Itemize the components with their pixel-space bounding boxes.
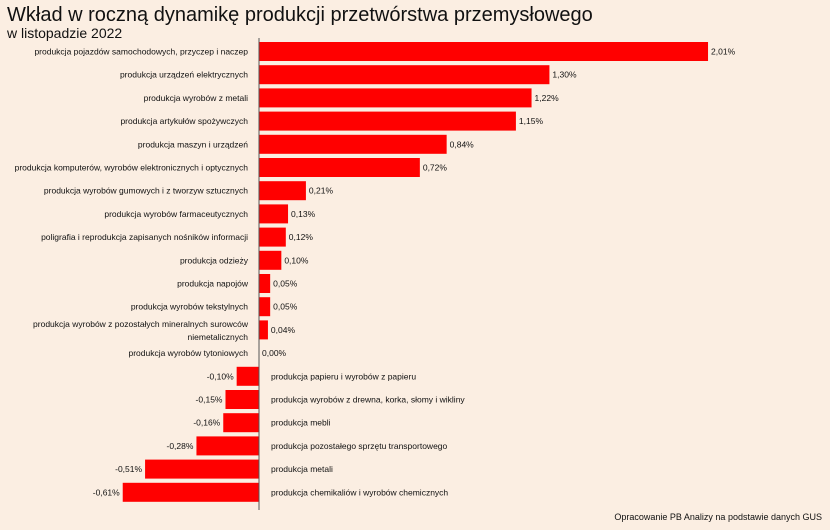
category-label-16: produkcja mebli (271, 418, 331, 428)
category-label-11: produkcja wyrobów tekstylnych (131, 302, 248, 312)
category-label-15: produkcja wyrobów z drewna, korka, słomy… (271, 395, 465, 405)
bar-9 (259, 250, 282, 270)
category-label-18: produkcja metali (271, 464, 333, 474)
category-label-19: produkcja chemikaliów i wyrobów chemiczn… (271, 487, 448, 497)
category-label-17: produkcja pozostałego sprzętu transporto… (271, 441, 448, 451)
category-label-10: produkcja napojów (177, 279, 249, 289)
value-label-9: 0,10% (284, 255, 309, 265)
value-label-2: 1,22% (535, 93, 560, 103)
value-label-4: 0,84% (450, 139, 475, 149)
category-label-0: produkcja pojazdów samochodowych, przycz… (34, 47, 248, 57)
bar-10 (259, 274, 271, 293)
bar-19 (122, 482, 259, 502)
source-note: Opracowanie PB Analizy na podstawie dany… (614, 512, 822, 522)
bar-11 (259, 297, 271, 317)
value-label-14: -0,10% (207, 371, 234, 381)
bar-17 (196, 436, 259, 456)
value-label-0: 2,01% (711, 47, 736, 57)
value-label-13: 0,00% (262, 348, 287, 358)
value-label-10: 0,05% (273, 279, 298, 289)
bar-8 (259, 227, 286, 247)
bar-1 (259, 65, 550, 85)
bar-5 (259, 158, 420, 177)
value-label-12: 0,04% (271, 325, 296, 335)
value-label-8: 0,12% (289, 232, 314, 242)
category-label-5: produkcja komputerów, wyrobów elektronic… (15, 163, 249, 173)
value-label-15: -0,15% (196, 395, 223, 405)
value-label-11: 0,05% (273, 302, 298, 312)
value-label-3: 1,15% (519, 116, 544, 126)
value-label-18: -0,51% (115, 464, 142, 474)
category-label-3: produkcja artykułów spożywczych (120, 116, 248, 126)
value-label-17: -0,28% (167, 441, 194, 451)
bar-15 (225, 390, 259, 409)
bar-0 (259, 42, 709, 61)
bar-18 (145, 459, 259, 479)
value-label-16: -0,16% (193, 418, 220, 428)
bar-2 (259, 88, 532, 108)
value-label-19: -0,61% (93, 487, 120, 497)
bar-7 (259, 204, 289, 224)
bar-4 (259, 134, 447, 154)
category-label-9: produkcja odzieży (180, 255, 249, 265)
bar-16 (223, 413, 259, 433)
value-label-1: 1,30% (552, 70, 577, 80)
bar-14 (236, 366, 259, 386)
chart-subtitle: w listopadzie 2022 (7, 25, 123, 41)
value-label-5: 0,72% (423, 163, 448, 173)
category-label-14: produkcja papieru i wyrobów z papieru (271, 371, 416, 381)
bar-6 (259, 181, 306, 201)
category-label-8: poligrafia i reprodukcja zapisanych nośn… (41, 232, 248, 242)
bar-12 (259, 320, 268, 340)
value-label-7: 0,13% (291, 209, 316, 219)
bar-3 (259, 111, 516, 131)
category-label-6: produkcja wyrobów gumowych i z tworzyw s… (44, 186, 248, 196)
chart-title: Wkład w roczną dynamikę produkcji przetw… (7, 4, 593, 26)
category-label-2: produkcja wyrobów z metali (144, 93, 249, 103)
category-label-13: produkcja wyrobów tytoniowych (128, 348, 248, 358)
category-label-7: produkcja wyrobów farmaceutycznych (104, 209, 248, 219)
category-label-12: produkcja wyrobów z pozostałych mineraln… (33, 319, 249, 342)
value-label-6: 0,21% (309, 186, 334, 196)
category-label-1: produkcja urządzeń elektrycznych (120, 70, 248, 80)
category-label-4: produkcja maszyn i urządzeń (138, 139, 248, 149)
